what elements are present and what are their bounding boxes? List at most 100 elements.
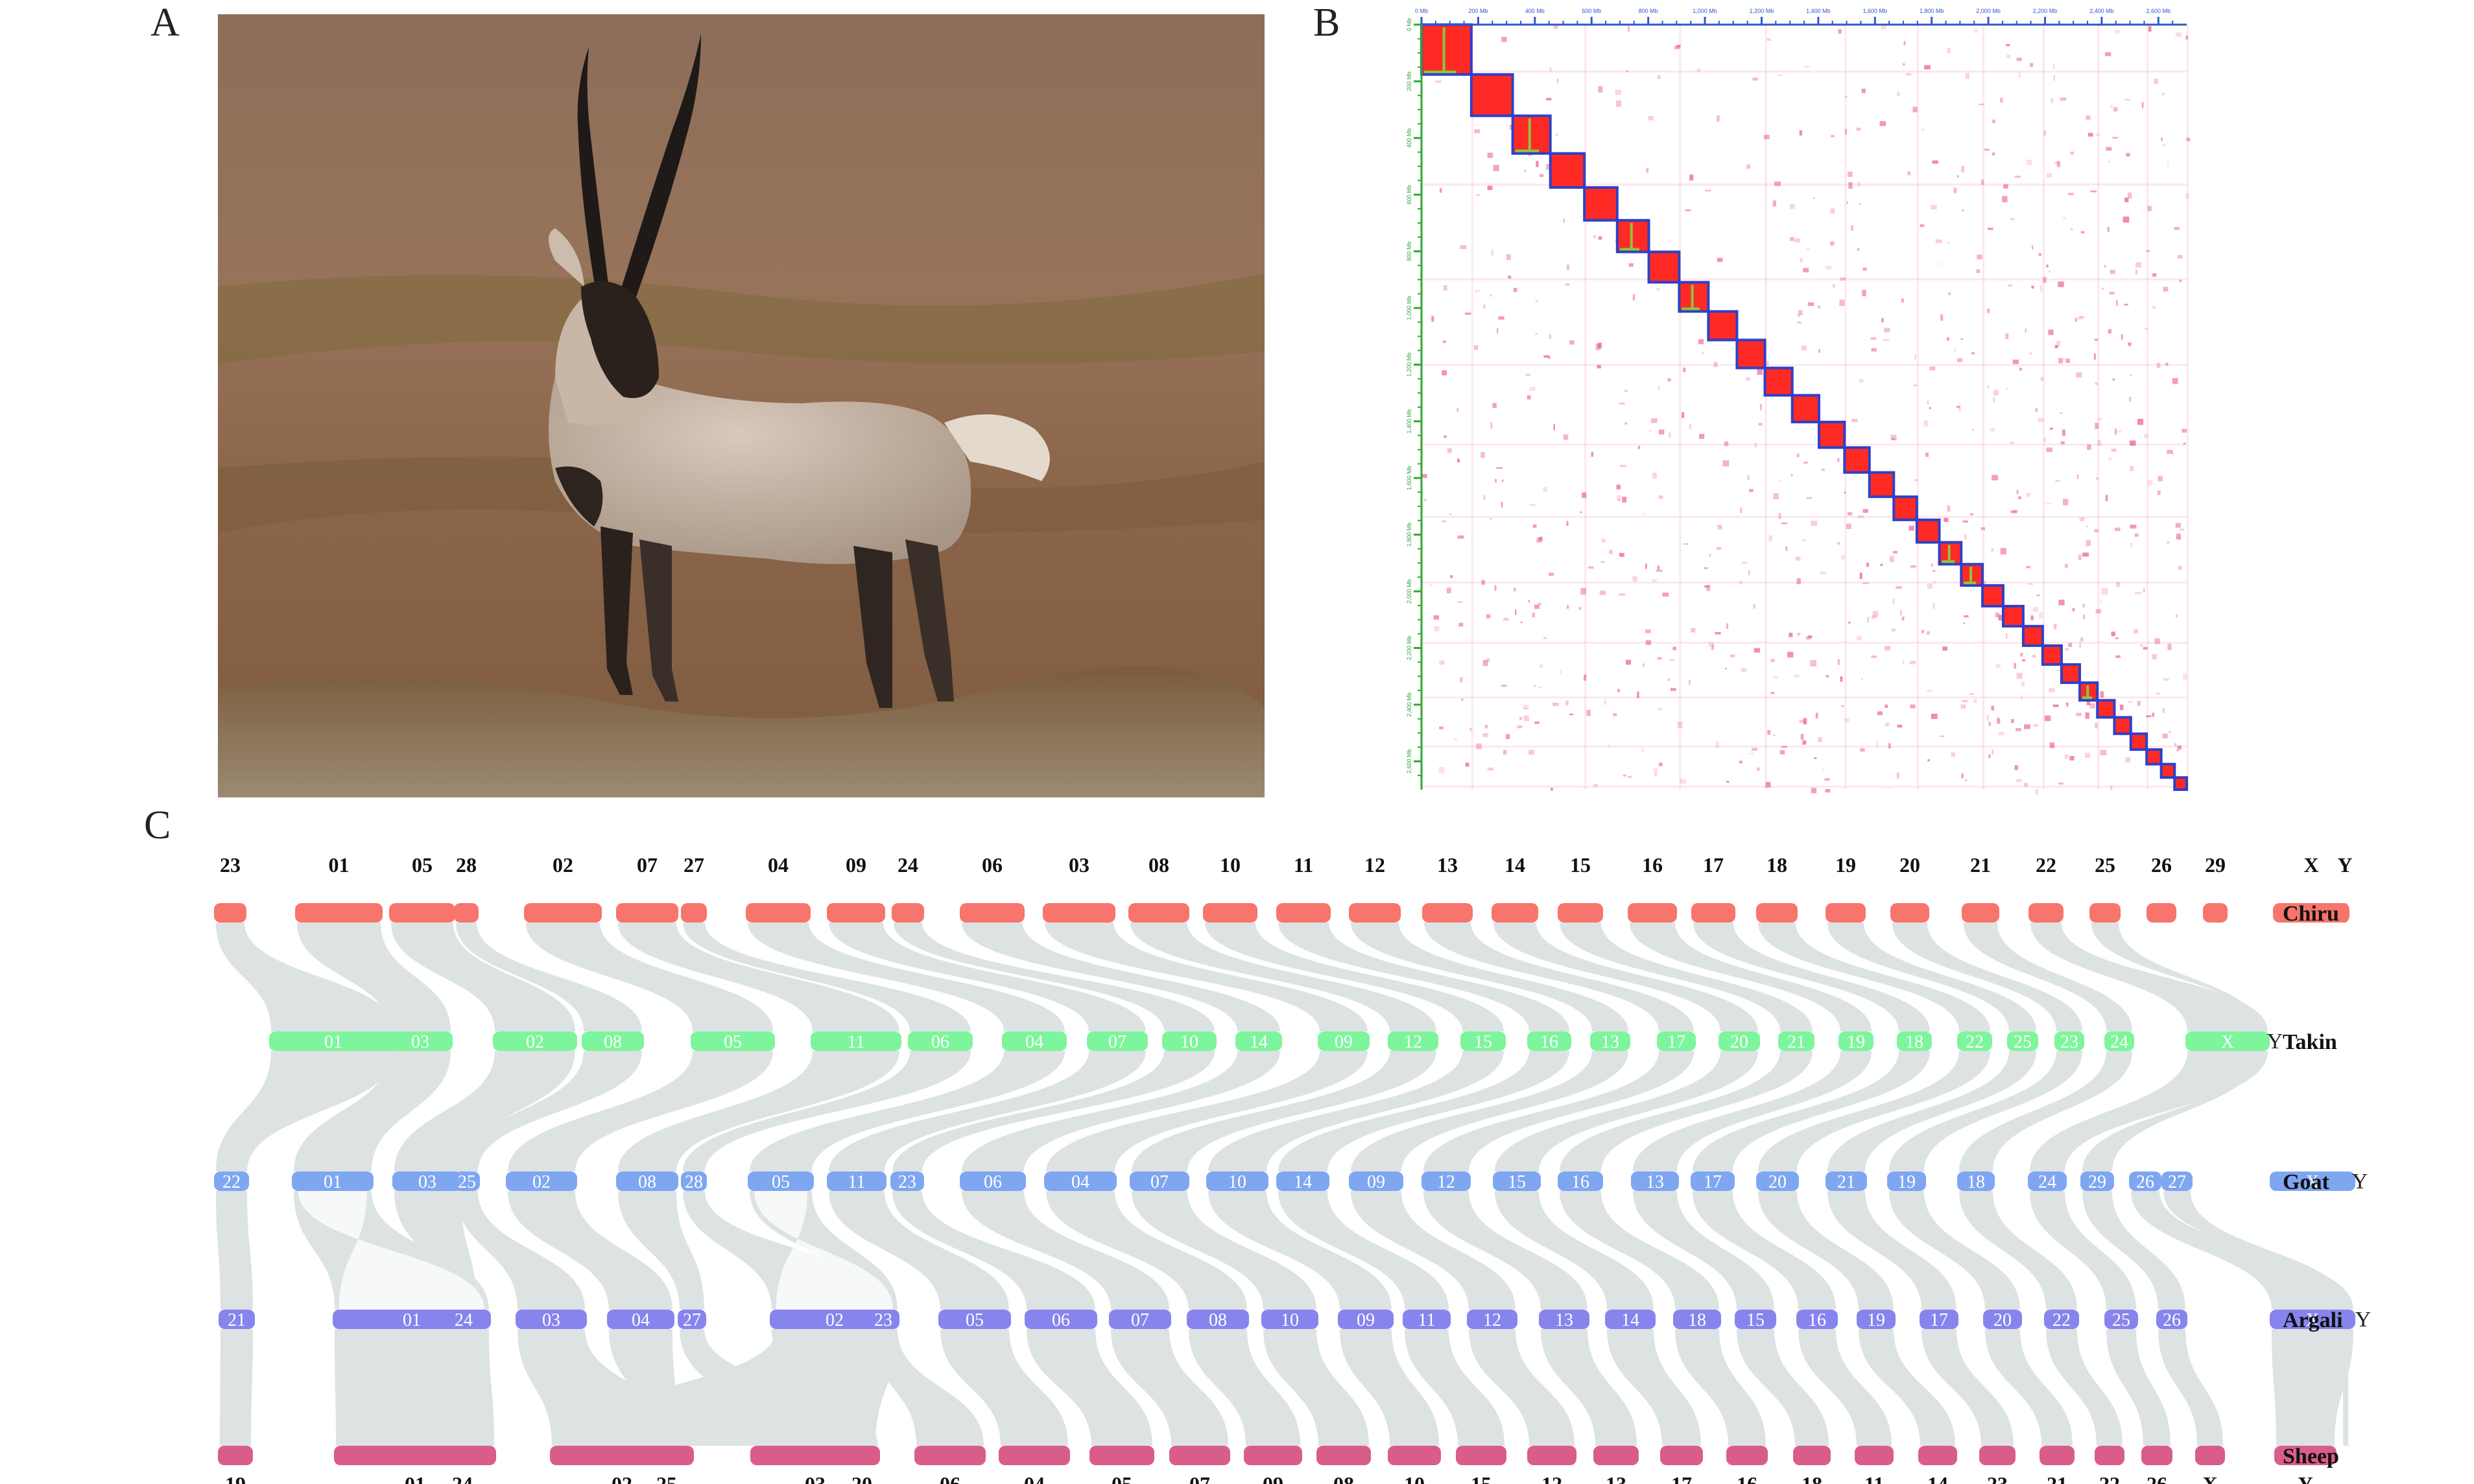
synteny-ribbon xyxy=(1737,1329,1829,1446)
hic-contact-dot xyxy=(1838,29,1842,34)
chromosome-bar-sheep-X xyxy=(2195,1446,2225,1465)
chromosome-bar-goat-12 xyxy=(1421,1172,1471,1191)
chromosome-label-takin-01: 01 xyxy=(324,1032,342,1052)
chromosome-bar-chiru-05 xyxy=(389,903,455,923)
chromosome-bar-argali-10 xyxy=(1261,1310,1318,1329)
hic-tick-label: 1,400 Mb xyxy=(1806,8,1831,14)
hic-contact-dot xyxy=(1536,161,1539,167)
hic-contact-dot xyxy=(1896,586,1902,589)
hic-tick-label: 200 Mb xyxy=(1406,71,1412,91)
hic-stripe xyxy=(1421,582,2187,584)
hic-contact-dot xyxy=(2141,102,2144,108)
chromosome-bar-argali-26 xyxy=(2156,1310,2187,1329)
hic-contact-dot xyxy=(2014,765,2019,770)
synteny-ribbon xyxy=(1560,923,1813,1031)
hic-contact-dot xyxy=(2172,451,2174,455)
chromosome-label-goat-27: 27 xyxy=(2168,1172,2186,1192)
hic-stripe xyxy=(1421,696,2187,699)
hic-contact-dot xyxy=(1759,403,1762,410)
hic-contact-dot xyxy=(1497,327,1499,334)
synteny-ribbon xyxy=(2082,1051,2260,1172)
synteny-ribbon xyxy=(618,1191,704,1310)
hic-contact-dot xyxy=(1566,521,1569,526)
hic-contact-dot xyxy=(2086,540,2091,547)
hic-contact-dot xyxy=(1699,434,1705,440)
hic-contact-dot xyxy=(1715,742,1720,748)
hic-contact-dot xyxy=(1658,708,1663,711)
hic-contact-dot xyxy=(2106,147,2112,151)
hic-contact-dot xyxy=(1658,495,1663,499)
chromosome-label-goat-14: 14 xyxy=(1294,1172,1312,1192)
synteny-ribbon xyxy=(2046,1329,2123,1446)
chromosome-bar-takin-13 xyxy=(1590,1031,1630,1051)
hic-contact-dot xyxy=(1929,366,1936,371)
hic-contact-dot xyxy=(1879,121,1886,126)
chromosome-bar-goat-13 xyxy=(1631,1172,1679,1191)
hic-contact-dot xyxy=(2065,359,2070,363)
hic-contact-dot xyxy=(1772,200,1776,207)
hic-contact-dot xyxy=(1794,239,1800,242)
hic-contact-dot xyxy=(1826,675,1829,677)
hic-contact-dot xyxy=(2012,510,2018,512)
hic-chromosome-border xyxy=(1469,73,1514,117)
chromosome-label-argali-06: 06 xyxy=(1052,1310,1070,1330)
hic-contact-dot xyxy=(1866,562,1870,567)
hic-contact-dot xyxy=(1797,314,1800,317)
hic-contact-dot xyxy=(1620,464,1626,467)
hic-contact-dot xyxy=(2010,510,2017,513)
hic-contact-dot xyxy=(1476,743,1482,749)
chromosome-label-takin-23: 23 xyxy=(2060,1032,2078,1052)
synteny-ribbon xyxy=(894,923,1215,1031)
hic-contact-dot xyxy=(1724,441,1729,446)
chromosome-bar-takin-18 xyxy=(1897,1031,1932,1051)
chromosome-bar-argali-17 xyxy=(1920,1310,1958,1329)
chromosome-bar-takin-08 xyxy=(582,1031,644,1051)
hic-contact-dot xyxy=(1810,660,1816,666)
hic-chromosome-block xyxy=(1844,447,1870,473)
chiru-tail xyxy=(944,414,1050,481)
hic-contact-dot xyxy=(2048,271,2051,273)
hic-contact-dot xyxy=(1741,668,1747,672)
hic-contact-dot xyxy=(2165,362,2169,366)
hic-contact-dot xyxy=(2058,783,2064,785)
synteny-ribbon xyxy=(508,1191,672,1310)
hic-contact-dot xyxy=(1707,587,1709,591)
hic-contact-dot xyxy=(1885,704,1888,708)
hic-contact-dot xyxy=(1524,169,1527,173)
hic-contact-dot xyxy=(2105,495,2108,501)
synteny-ribbon xyxy=(1278,1051,1569,1172)
hic-contact-dot xyxy=(1944,517,1949,522)
hic-contact-dot xyxy=(1818,305,1821,309)
chromosome-bar-chiru-01 xyxy=(295,903,383,923)
hic-contact-dot xyxy=(2115,29,2120,34)
hic-contact-dot xyxy=(2115,637,2119,640)
hic-contact-dot xyxy=(2163,678,2169,681)
chromosome-label-chiru-29: 29 xyxy=(2205,853,2226,877)
synteny-ribbon xyxy=(1758,923,1990,1031)
chromosome-label-goat-05: 05 xyxy=(772,1172,790,1192)
chromosome-label-argali-12: 12 xyxy=(1483,1310,1501,1330)
hic-contact-dot xyxy=(2107,227,2110,232)
hic-contact-dot xyxy=(1619,593,1626,596)
hic-contact-dot xyxy=(2121,334,2123,340)
chromosome-bar-sheep-20 xyxy=(846,1446,877,1465)
chromosome-label-takin-12: 12 xyxy=(1404,1032,1422,1052)
chromosome-label-argali-05: 05 xyxy=(966,1310,984,1330)
synteny-ribbon xyxy=(829,923,1146,1031)
chromosome-label-goat-19: 19 xyxy=(1897,1172,1916,1192)
hic-contact-dot xyxy=(1991,705,1995,711)
synteny-ribbon xyxy=(1758,1191,1894,1310)
hic-stripe xyxy=(2097,25,2100,790)
hic-contact-dot xyxy=(1778,480,1782,482)
hic-contact-dot xyxy=(1476,194,1481,196)
hic-contact-dot xyxy=(1774,182,1781,186)
inversion-ribbon xyxy=(298,1191,484,1310)
hic-contact-dot xyxy=(2137,700,2141,706)
hic-contact-dot xyxy=(1447,448,1452,453)
hic-contact-dot xyxy=(1877,711,1883,716)
chromosome-label-goat-21: 21 xyxy=(1837,1172,1855,1192)
chromosome-label-takin-09: 09 xyxy=(1335,1032,1353,1052)
hic-contact-dot xyxy=(1804,65,1809,68)
hic-chromosome-block xyxy=(2114,717,2131,734)
hic-contact-dot xyxy=(2018,496,2021,499)
